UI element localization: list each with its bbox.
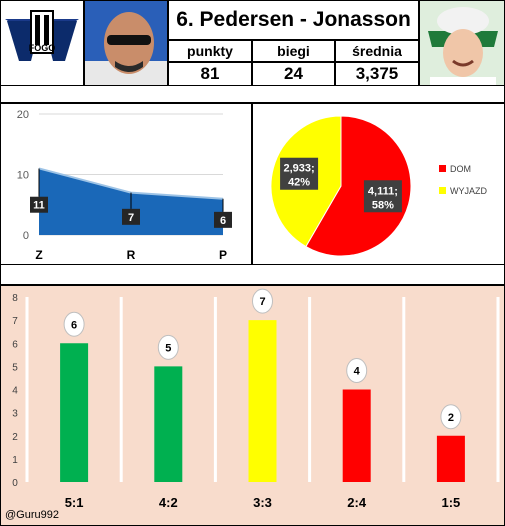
stat-value-points: 81 xyxy=(168,62,252,86)
stat-value-heats: 24 xyxy=(252,62,335,86)
bar-data-label-bubble xyxy=(440,404,462,430)
pie-legend-swatch xyxy=(439,187,446,194)
rider-photo-pedersen xyxy=(84,0,168,86)
area-data-label: 11 xyxy=(33,200,45,212)
pie-legend-label: DOM xyxy=(450,164,471,174)
area-x-tick: Z xyxy=(35,248,42,262)
logo-text: FOGO xyxy=(29,43,56,53)
area-series-line xyxy=(38,167,224,200)
area-x-tick: R xyxy=(127,248,136,262)
area-data-label: 6 xyxy=(220,215,226,227)
bar-data-label: 5 xyxy=(165,342,171,354)
bar xyxy=(342,389,371,482)
pie-slice xyxy=(305,115,412,257)
page-title: 6. Pedersen - Jonasson xyxy=(176,8,411,31)
bar-x-tick: 5:1 xyxy=(65,495,84,510)
bar-y-tick: 5 xyxy=(12,362,18,373)
bar-data-label: 2 xyxy=(448,412,454,424)
area-data-label: 7 xyxy=(128,212,134,224)
stat-header-heats: biegi xyxy=(252,40,335,62)
credit-label: @Guru992 xyxy=(5,509,59,521)
bar xyxy=(154,366,183,482)
area-y-tick: 0 xyxy=(23,230,29,242)
bar-data-label-bubble xyxy=(252,288,273,314)
spacer-row-1 xyxy=(0,86,505,103)
pie-data-label-box xyxy=(363,180,402,213)
pie-chart: 4,111; 58% 2,933; 42% DOM WYJAZD xyxy=(270,115,487,257)
bar-y-tick: 8 xyxy=(12,293,18,304)
rider-portrait-2 xyxy=(420,1,504,85)
area-y-tick: 10 xyxy=(17,170,29,182)
logo-bar-right xyxy=(44,15,49,45)
bar-y-tick: 4 xyxy=(12,386,18,397)
area-data-label-box xyxy=(30,196,48,213)
bar-y-tick: 7 xyxy=(12,316,18,327)
pie-data-label-pct: 58% xyxy=(372,199,394,211)
spacer-row-2 xyxy=(0,265,505,285)
bar-y-tick: 1 xyxy=(12,455,18,466)
stat-value-average: 3,375 xyxy=(335,62,419,86)
pie-data-label-pct: 42% xyxy=(288,177,310,189)
logo-bar-left xyxy=(35,15,40,45)
bar-y-tick: 6 xyxy=(12,339,18,350)
bar xyxy=(248,320,277,482)
bar-data-label-bubble xyxy=(157,334,179,360)
bar-x-tick: 2:4 xyxy=(347,495,367,510)
bar-data-label-bubble xyxy=(346,358,368,383)
pie-data-label-value: 2,933; xyxy=(283,163,314,175)
bar-chart: 0 1 2 3 4 5 6 7 8 6 5:1 5 4:2 7 3:3 4 2:4 2 1:5 xyxy=(12,288,500,510)
pie-data-label-value: 4,111; xyxy=(368,185,398,197)
pie-chart-panel: 4,111; 58% 2,933; 42% DOM WYJAZD xyxy=(252,103,505,265)
area-y-tick: 20 xyxy=(17,109,29,121)
bar-x-tick: 1:5 xyxy=(442,495,461,510)
bar xyxy=(60,343,89,482)
pie-legend-swatch xyxy=(439,165,446,172)
area-x-tick: P xyxy=(219,248,227,262)
bar-data-label: 7 xyxy=(259,296,265,308)
bar-y-tick: 2 xyxy=(12,432,18,443)
area-data-label-box xyxy=(122,208,140,225)
bar-data-label: 4 xyxy=(354,366,361,378)
area-chart-panel: 0 10 20 11 7 6 Z R P xyxy=(0,103,252,265)
area-data-label-box xyxy=(214,211,232,228)
bar xyxy=(436,435,465,482)
title-cell: 6. Pedersen - Jonasson xyxy=(168,0,419,40)
bar-data-label: 6 xyxy=(71,319,77,331)
rider-portrait-1 xyxy=(85,1,167,85)
bar-data-label-bubble xyxy=(63,311,85,337)
bar-x-tick: 3:3 xyxy=(253,495,272,510)
bar-x-tick: 4:2 xyxy=(159,495,178,510)
team-logo: FOGO xyxy=(5,10,79,61)
pie-data-label-box xyxy=(280,157,319,190)
bar-y-tick: 0 xyxy=(12,478,18,489)
rider-photo-jonasson xyxy=(419,0,505,86)
pie-legend-label: WYJAZD xyxy=(450,186,487,196)
area-chart: 0 10 20 11 7 6 Z R P xyxy=(17,109,232,262)
stat-header-points: punkty xyxy=(168,40,252,62)
team-logo-cell: FOGO xyxy=(0,0,84,86)
bar-y-tick: 3 xyxy=(12,409,18,420)
bar-chart-panel: 0 1 2 3 4 5 6 7 8 6 5:1 5 4:2 7 3:3 4 2:4 2 1:5 @Guru992 xyxy=(0,285,505,526)
stat-header-average: średnia xyxy=(335,40,419,62)
